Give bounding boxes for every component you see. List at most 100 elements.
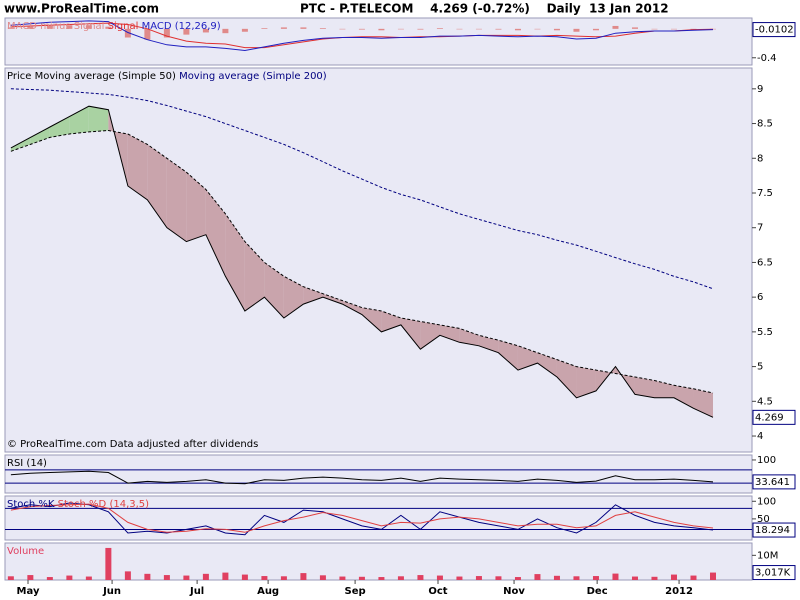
y-tick-label: 6: [757, 292, 763, 303]
bar: [670, 28, 677, 30]
ma-fill: [400, 317, 421, 350]
bar: [358, 576, 365, 580]
y-tick-label: 7.5: [757, 188, 773, 199]
bar: [27, 26, 34, 29]
ma-fill: [49, 116, 70, 138]
bar: [631, 27, 638, 29]
legend: RSI (14): [7, 458, 47, 469]
bar: [241, 28, 248, 32]
bar: [397, 28, 404, 30]
bar: [124, 571, 131, 580]
bar: [378, 577, 385, 580]
bar: [222, 28, 229, 34]
ma-fill: [439, 324, 460, 343]
bar: [670, 574, 677, 580]
x-tick-label: Aug: [257, 586, 279, 597]
last-value-box: [752, 409, 796, 425]
bar: [105, 26, 112, 29]
ma-fill: [673, 385, 694, 409]
bar: [339, 28, 346, 30]
ma-fill: [88, 106, 109, 132]
ma-fill: [303, 286, 323, 305]
bar: [183, 575, 190, 580]
y-tick-label: 5: [757, 362, 763, 373]
bar: [300, 573, 307, 580]
y-tick-label: 7: [757, 223, 763, 234]
series-line: [10, 20, 714, 52]
ma-fill: [10, 137, 31, 152]
ma-fill: [264, 262, 284, 318]
last-value: 18.294: [755, 525, 790, 536]
ma-fill: [381, 311, 401, 332]
ma-fill: [205, 189, 226, 277]
bar: [573, 28, 580, 32]
ma-fill: [225, 213, 245, 312]
legend-entry: MACD minus Signal: [7, 21, 104, 32]
bar: [261, 28, 268, 29]
legend: Price Moving average (Simple 50) Moving …: [7, 71, 327, 82]
bar: [319, 575, 326, 580]
y-tick-label: 5.5: [757, 327, 773, 338]
x-tick-label: May: [17, 586, 40, 597]
ma-fill: [654, 380, 674, 398]
ma-fill: [478, 335, 499, 353]
chart-title: PTC - P.TELECOM 4.269 (-0.72%) Daily 13 …: [300, 2, 669, 16]
ma-fill: [556, 359, 577, 398]
ma-fill: [361, 307, 382, 332]
series-line: [10, 502, 714, 536]
bar: [300, 27, 307, 29]
bar: [631, 576, 638, 580]
ma-fill: [69, 106, 89, 134]
bar: [280, 27, 287, 29]
bar: [105, 547, 112, 580]
bar: [514, 577, 521, 580]
bar: [592, 576, 599, 580]
legend-entry: RSI (14): [7, 458, 47, 469]
legend: Volume: [7, 546, 44, 557]
y-tick-label: 100: [757, 496, 776, 507]
series-line: [10, 22, 714, 49]
bar: [592, 28, 599, 31]
bar: [397, 576, 404, 580]
series-line: [10, 503, 714, 533]
bar: [144, 28, 151, 40]
legend-entry: Stoch %D (14,3,5): [58, 499, 149, 510]
legend-entry: Signal: [108, 21, 139, 32]
legend-entry: Stoch %K: [7, 499, 55, 510]
bar: [553, 28, 560, 31]
ma-fill: [634, 377, 655, 398]
last-value-box: [752, 565, 796, 581]
ma-fill: [127, 133, 148, 200]
bar: [7, 576, 14, 580]
y-tick-label: 6.5: [757, 257, 773, 268]
ma-fill: [576, 366, 596, 398]
bar: [456, 576, 463, 580]
legend: Stoch %K Stoch %D (14,3,5): [7, 499, 149, 510]
bar: [612, 25, 619, 29]
bar: [319, 28, 326, 29]
x-tick-label: Jul: [189, 586, 204, 597]
y-tick-label: 100: [757, 455, 776, 466]
bar: [534, 28, 541, 30]
last-value-box: [752, 522, 796, 538]
bar: [514, 28, 521, 31]
y-tick-label: 9: [757, 84, 763, 95]
bar: [417, 28, 424, 30]
bar: [456, 28, 463, 30]
y-tick-label: -0.4: [757, 53, 777, 64]
site: www.ProRealTime.com: [4, 2, 159, 16]
bar: [144, 573, 151, 580]
ma-fill: [537, 352, 557, 378]
ma-fill: [498, 340, 518, 371]
x-tick-label: Jun: [102, 586, 121, 597]
legend-entry: MACD (12,26,9): [142, 21, 221, 32]
ma-fill: [166, 158, 187, 242]
bar: [46, 577, 53, 580]
legend-entry: Price: [7, 71, 31, 82]
bar: [495, 28, 502, 30]
bar: [241, 574, 248, 580]
legend-entry: Moving average (Simple 50): [35, 71, 176, 82]
bar: [66, 25, 73, 29]
bar: [553, 575, 560, 580]
